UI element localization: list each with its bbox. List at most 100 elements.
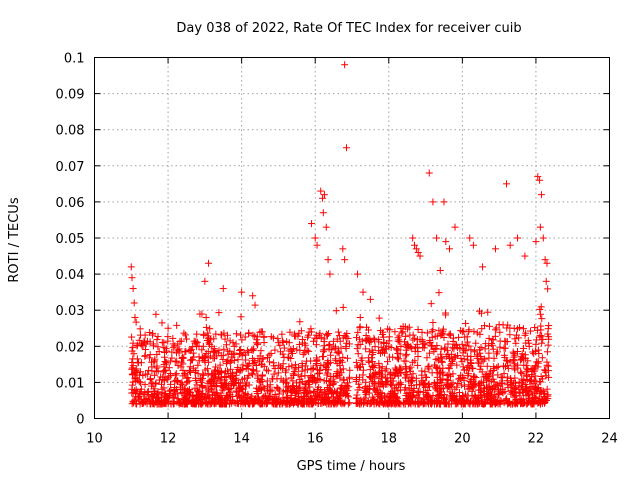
- data-point: [151, 380, 159, 388]
- data-point: [232, 330, 240, 338]
- data-point: [459, 363, 467, 371]
- data-point: [282, 366, 290, 374]
- data-point: [512, 339, 520, 347]
- data-point: [334, 328, 342, 336]
- data-point: [132, 374, 140, 382]
- data-point: [254, 372, 262, 380]
- data-point: [382, 365, 390, 373]
- data-point: [158, 380, 166, 388]
- data-point: [130, 396, 138, 404]
- data-point: [238, 336, 246, 344]
- data-point: [241, 398, 249, 406]
- data-point: [149, 398, 157, 406]
- data-point: [287, 396, 295, 404]
- data-point: [267, 333, 275, 341]
- data-point: [279, 377, 287, 385]
- chart-title: Day 038 of 2022, Rate Of TEC Index for r…: [176, 21, 521, 36]
- data-point: [276, 348, 284, 356]
- data-point: [317, 334, 325, 342]
- data-point: [180, 354, 188, 362]
- data-point: [292, 399, 300, 407]
- data-point: [216, 376, 224, 384]
- data-point: [131, 313, 139, 321]
- data-point: [306, 376, 314, 384]
- data-point: [423, 392, 431, 400]
- data-point: [148, 358, 156, 366]
- data-point: [129, 370, 137, 378]
- data-point: [375, 359, 383, 367]
- data-point: [146, 354, 154, 362]
- data-point: [219, 285, 227, 293]
- data-point: [341, 256, 349, 264]
- data-point: [324, 359, 332, 367]
- data-point: [309, 365, 317, 373]
- data-point: [301, 349, 309, 357]
- data-point: [196, 387, 204, 395]
- data-point: [322, 377, 330, 385]
- data-point: [257, 360, 265, 368]
- data-point: [130, 350, 138, 358]
- data-point: [196, 393, 204, 401]
- data-point: [200, 330, 208, 338]
- data-point: [331, 355, 339, 363]
- data-point: [532, 238, 540, 246]
- data-point: [246, 400, 254, 408]
- data-point: [337, 369, 345, 377]
- data-point: [317, 399, 325, 407]
- data-point: [141, 352, 149, 360]
- data-point: [139, 342, 147, 350]
- data-point: [271, 391, 279, 399]
- data-point: [346, 375, 354, 383]
- y-tick-label: 0.05: [56, 232, 85, 247]
- data-point: [190, 337, 198, 345]
- data-point: [270, 370, 278, 378]
- data-point: [295, 364, 303, 372]
- data-point: [234, 391, 242, 399]
- data-point: [425, 169, 433, 177]
- data-point: [469, 241, 477, 249]
- data-point: [189, 391, 197, 399]
- data-point: [193, 338, 201, 346]
- data-point: [178, 379, 186, 387]
- data-point: [152, 310, 160, 318]
- x-tick-label: 16: [307, 432, 324, 447]
- data-point: [503, 180, 510, 188]
- data-point: [364, 326, 372, 334]
- data-point: [150, 385, 158, 393]
- data-point: [280, 344, 288, 352]
- data-point: [245, 329, 253, 337]
- data-point: [258, 400, 266, 408]
- data-point: [467, 353, 475, 361]
- data-point: [319, 194, 327, 202]
- data-point: [132, 318, 140, 326]
- data-point: [345, 393, 353, 401]
- data-point: [154, 333, 162, 341]
- data-point: [129, 285, 137, 293]
- data-point: [313, 357, 321, 365]
- data-point: [249, 366, 257, 374]
- data-point: [173, 378, 181, 386]
- data-point: [174, 362, 182, 370]
- data-point: [241, 381, 249, 389]
- data-point: [184, 377, 192, 385]
- data-point: [212, 363, 220, 371]
- data-point: [181, 348, 189, 356]
- data-point: [405, 323, 413, 331]
- data-point: [153, 350, 161, 358]
- data-point: [238, 288, 246, 296]
- data-point: [187, 368, 195, 376]
- data-point: [146, 375, 154, 383]
- data-point: [138, 399, 146, 407]
- data-point: [344, 400, 352, 408]
- data-point: [500, 370, 508, 378]
- data-point: [356, 313, 364, 321]
- data-point: [173, 357, 181, 365]
- data-point: [279, 394, 287, 402]
- data-point: [521, 252, 529, 260]
- data-point: [165, 373, 173, 381]
- data-point: [284, 386, 292, 394]
- data-point: [151, 357, 159, 365]
- data-point: [299, 400, 307, 408]
- data-point: [315, 393, 323, 401]
- data-point: [205, 259, 213, 267]
